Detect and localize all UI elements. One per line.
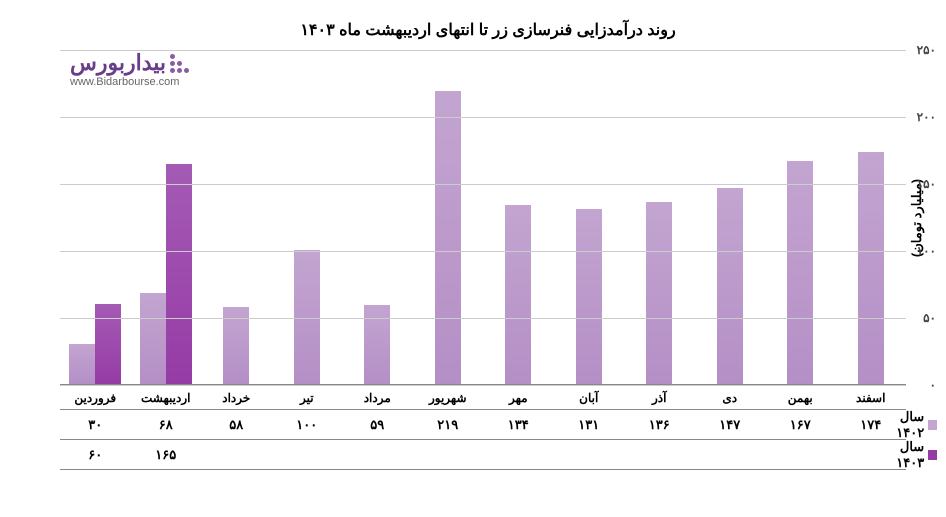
grid-line (60, 184, 906, 185)
series-label: سال ۱۴۰۳ (871, 433, 941, 477)
chart-container: روند درآمدزایی فنرسازی زر تا انتهای اردی… (0, 0, 946, 517)
bar-group (60, 50, 131, 384)
data-cells: ۶۰۱۶۵ (60, 441, 906, 469)
grid-line (60, 117, 906, 118)
data-cell: ۱۶۵ (131, 441, 202, 469)
data-cell: ۱۳۱ (554, 411, 625, 439)
grid-line (60, 251, 906, 252)
y-tick: ۲۵۰ (917, 43, 936, 57)
x-label: مرداد (342, 391, 413, 405)
bar-group (836, 50, 907, 384)
y-tick: ۵۰ (923, 311, 936, 325)
data-cell (413, 441, 484, 469)
bars-area (60, 50, 906, 385)
data-cell (695, 441, 766, 469)
bar-group (201, 50, 272, 384)
bar-group (131, 50, 202, 384)
data-cell: ۱۰۰ (272, 411, 343, 439)
y-tick: ۱۰۰ (917, 244, 936, 258)
data-cell: ۶۰ (60, 441, 131, 469)
x-label: بهمن (765, 391, 836, 405)
data-cell: ۵۸ (201, 411, 272, 439)
x-label: شهریور (413, 391, 484, 405)
data-cell (272, 441, 343, 469)
bar-group (624, 50, 695, 384)
x-label: فروردین (60, 391, 131, 405)
data-cell: ۱۳۴ (483, 411, 554, 439)
bar-s1402 (576, 209, 602, 384)
data-cell: ۳۰ (60, 411, 131, 439)
bar-group (695, 50, 766, 384)
data-cell (765, 441, 836, 469)
y-tick: ۰ (930, 378, 936, 392)
plot-area: (میلیارد تومان) ۰۵۰۱۰۰۱۵۰۲۰۰۲۵۰ (60, 50, 906, 385)
bar-s1402 (505, 205, 531, 384)
data-cell (342, 441, 413, 469)
data-cell (554, 441, 625, 469)
data-cell: ۱۴۷ (695, 411, 766, 439)
data-row-s1402: سال ۱۴۰۲۳۰۶۸۵۸۱۰۰۵۹۲۱۹۱۳۴۱۳۱۱۳۶۱۴۷۱۶۷۱۷۴ (60, 410, 906, 440)
series-name: سال ۱۴۰۳ (875, 439, 924, 471)
x-label: آذر (624, 391, 695, 405)
bar-group (413, 50, 484, 384)
data-cell (483, 441, 554, 469)
bar-s1402 (646, 202, 672, 384)
y-tick: ۱۵۰ (917, 177, 936, 191)
data-cell: ۱۳۶ (624, 411, 695, 439)
bar-group (554, 50, 625, 384)
data-row-s1403: سال ۱۴۰۳۶۰۱۶۵ (60, 440, 906, 470)
x-label: آبان (554, 391, 625, 405)
data-cells: ۳۰۶۸۵۸۱۰۰۵۹۲۱۹۱۳۴۱۳۱۱۳۶۱۴۷۱۶۷۱۷۴ (60, 411, 906, 439)
bar-s1402 (364, 305, 390, 384)
bar-group (483, 50, 554, 384)
data-cell: ۱۶۷ (765, 411, 836, 439)
data-cell (201, 441, 272, 469)
bar-group (272, 50, 343, 384)
bar-group (765, 50, 836, 384)
data-cell: ۵۹ (342, 411, 413, 439)
bar-s1402 (69, 344, 95, 384)
data-table: سال ۱۴۰۲۳۰۶۸۵۸۱۰۰۵۹۲۱۹۱۳۴۱۳۱۱۳۶۱۴۷۱۶۷۱۷۴… (60, 409, 906, 470)
x-axis-labels: فروردیناردیبهشتخردادتیرمردادشهریورمهرآبا… (60, 391, 906, 405)
grid-line (60, 318, 906, 319)
grid-line (60, 385, 906, 386)
x-label: اردیبهشت (131, 391, 202, 405)
bar-s1403 (95, 304, 121, 384)
data-cell: ۶۸ (131, 411, 202, 439)
y-axis: ۰۵۰۱۰۰۱۵۰۲۰۰۲۵۰ (906, 50, 936, 385)
bar-s1402 (435, 91, 461, 384)
data-cell: ۲۱۹ (413, 411, 484, 439)
bar-s1402 (140, 293, 166, 384)
bar-group (342, 50, 413, 384)
chart-title: روند درآمدزایی فنرسازی زر تا انتهای اردی… (60, 20, 916, 40)
x-label: مهر (483, 391, 554, 405)
bar-s1402 (717, 188, 743, 384)
y-tick: ۲۰۰ (917, 110, 936, 124)
bar-s1403 (166, 164, 192, 384)
bar-s1402 (787, 161, 813, 384)
legend-swatch (928, 420, 937, 430)
grid-line (60, 50, 906, 51)
x-label: خرداد (201, 391, 272, 405)
x-label: تیر (272, 391, 343, 405)
data-cell (624, 441, 695, 469)
bar-s1402 (858, 152, 884, 384)
legend-swatch (928, 450, 937, 460)
x-label: دی (695, 391, 766, 405)
